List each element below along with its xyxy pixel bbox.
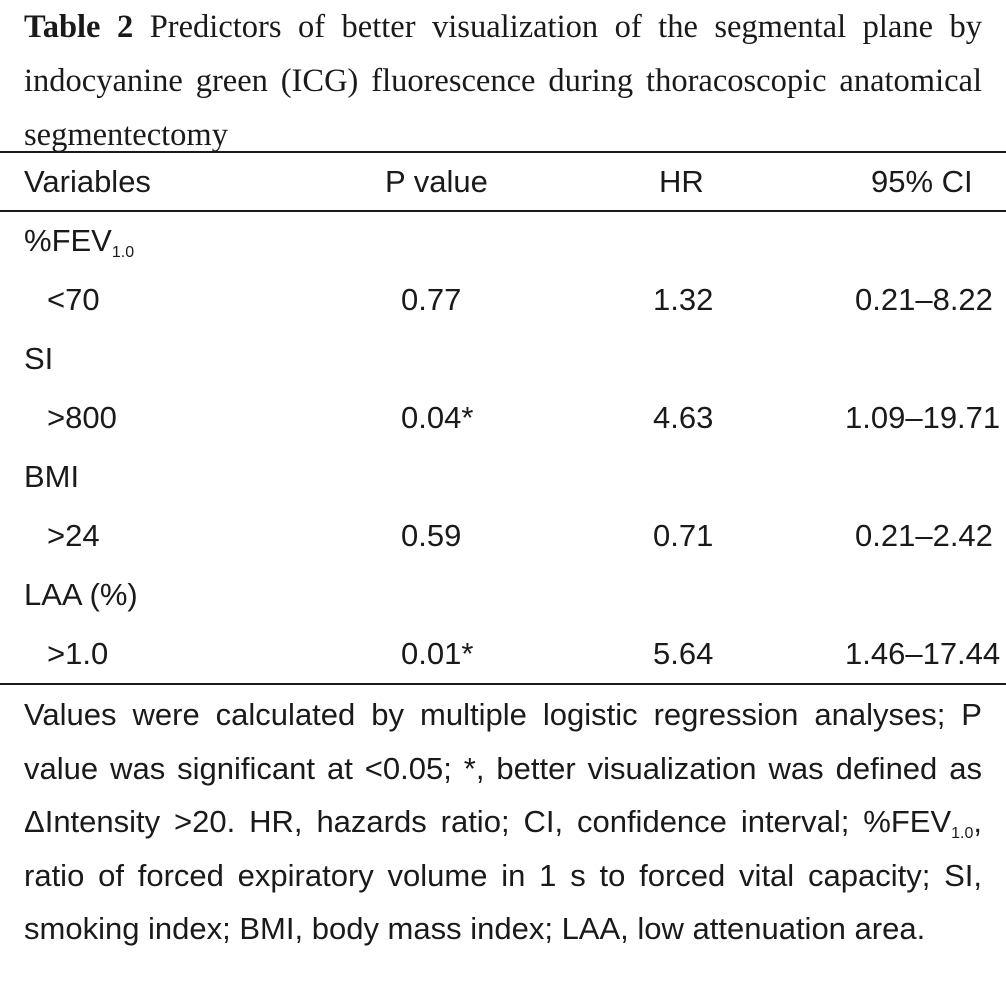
- row-p-value: 0.01*: [401, 635, 474, 671]
- group-row-bmi: BMI: [0, 447, 1006, 506]
- group-row-fev: %FEV1.0: [0, 211, 1006, 270]
- group-label-bmi: BMI: [24, 458, 80, 494]
- group-label-fev: %FEV1.0: [24, 222, 135, 261]
- table-title: Predictors of better visualization of th…: [24, 9, 982, 153]
- row-hr: 4.63: [653, 399, 714, 435]
- header-rule: [0, 210, 1006, 212]
- row-hr: 5.64: [653, 635, 714, 671]
- predictors-table: Variables P value HR 95% CI %FEV1.0 <70 …: [0, 153, 1006, 683]
- row-level: >1.0: [47, 635, 109, 671]
- header-variables: Variables: [24, 164, 151, 199]
- header-row: Variables P value HR 95% CI: [0, 153, 1006, 211]
- table-row: >24 0.59 0.71 0.21–2.42: [0, 506, 1006, 565]
- row-ci: 1.46–17.44: [845, 635, 1001, 671]
- header-hr: HR: [659, 164, 704, 199]
- row-level: <70: [47, 281, 100, 317]
- group-label-laa: LAA (%): [24, 576, 138, 612]
- bottom-rule: [0, 683, 1006, 685]
- table-caption: Table 2 Predictors of better visualizati…: [24, 0, 982, 162]
- row-level: >800: [47, 399, 117, 435]
- table-label: Table 2: [24, 9, 134, 45]
- row-hr: 0.71: [653, 517, 714, 553]
- row-p-value: 0.59: [401, 517, 462, 553]
- row-p-value: 0.04*: [401, 399, 474, 435]
- row-ci: 1.09–19.71: [845, 399, 1001, 435]
- row-ci: 0.21–8.22: [855, 281, 993, 317]
- table-row: <70 0.77 1.32 0.21–8.22: [0, 270, 1006, 329]
- group-label-si: SI: [24, 340, 54, 376]
- group-row-si: SI: [0, 329, 1006, 388]
- table-footnote: Values were calculated by multiple logis…: [24, 697, 982, 946]
- row-hr: 1.32: [653, 281, 714, 317]
- table-row: >800 0.04* 4.63 1.09–19.71: [0, 388, 1006, 447]
- header-p-value: P value: [385, 164, 488, 199]
- table-row: >1.0 0.01* 5.64 1.46–17.44: [0, 624, 1006, 683]
- header-ci: 95% CI: [871, 164, 973, 199]
- row-ci: 0.21–2.42: [855, 517, 993, 553]
- top-rule: [0, 151, 1006, 153]
- row-p-value: 0.77: [401, 281, 462, 317]
- row-level: >24: [47, 517, 100, 553]
- group-row-laa: LAA (%): [0, 565, 1006, 624]
